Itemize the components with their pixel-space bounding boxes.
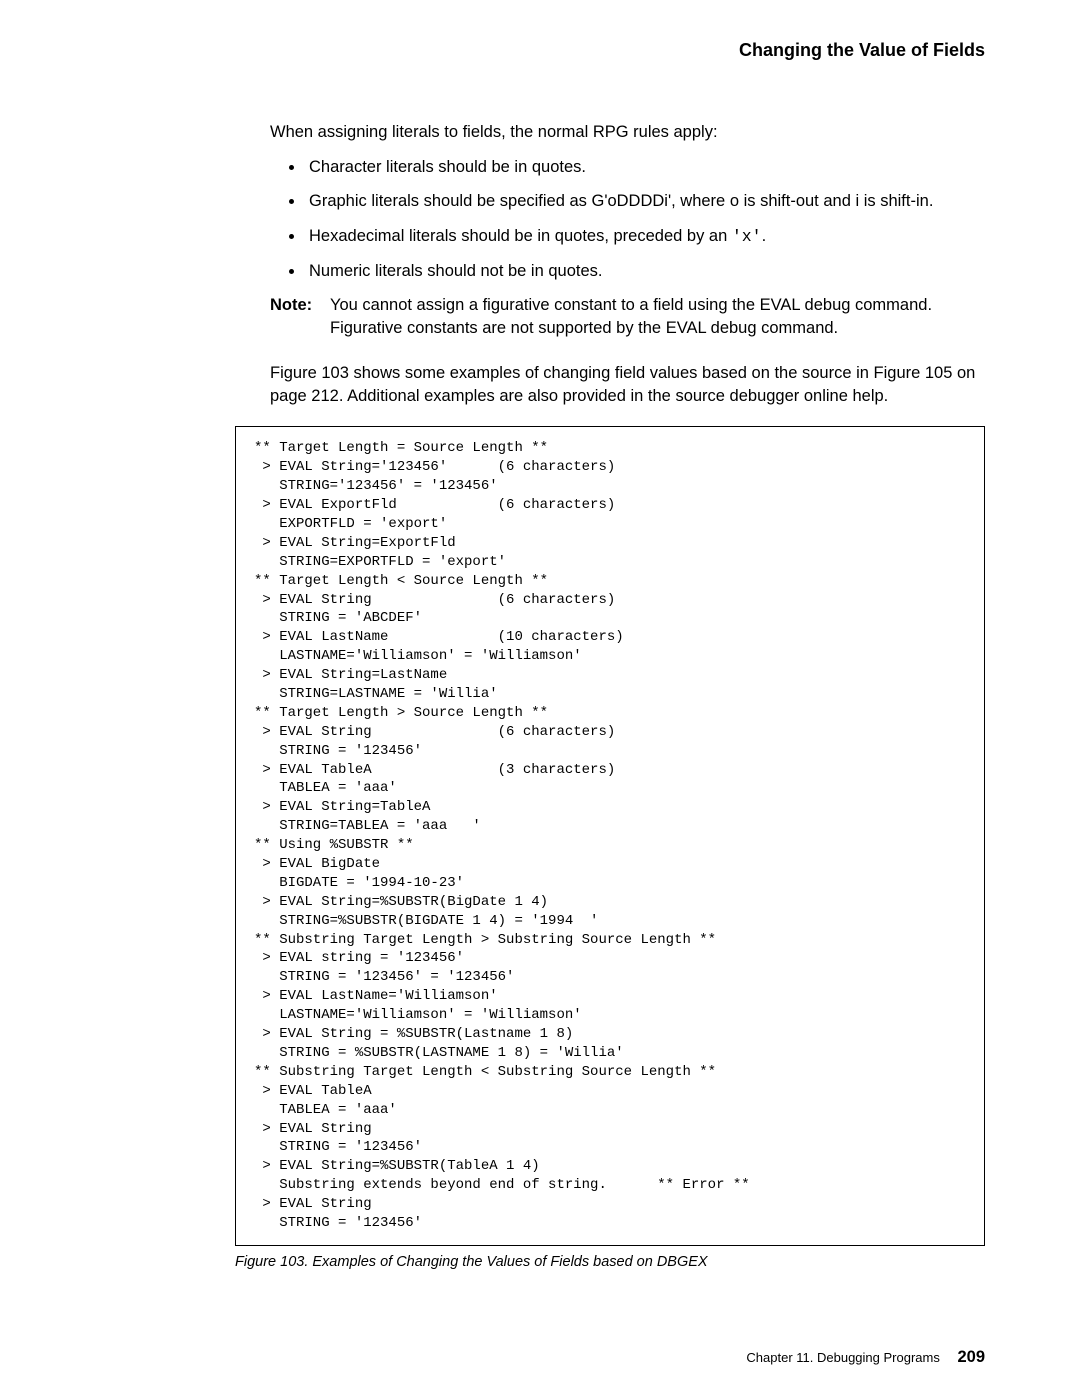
rule-item: Graphic literals should be specified as …	[305, 190, 985, 212]
note-block: Note: You cannot assign a figurative con…	[270, 294, 985, 340]
note-label: Note:	[270, 294, 330, 340]
rule-item: Hexadecimal literals should be in quotes…	[305, 225, 985, 248]
inline-code: 'x'	[732, 227, 762, 246]
body-paragraph: Figure 103 shows some examples of changi…	[270, 362, 985, 408]
running-header: Changing the Value of Fields	[95, 40, 985, 61]
figure-caption: Figure 103. Examples of Changing the Val…	[235, 1254, 985, 1270]
code-listing: ** Target Length = Source Length ** > EV…	[235, 426, 985, 1245]
rules-list: Character literals should be in quotes. …	[305, 156, 985, 282]
rule-text: Hexadecimal literals should be in quotes…	[309, 227, 732, 245]
rule-tail: .	[762, 227, 767, 245]
note-text: You cannot assign a figurative constant …	[330, 294, 985, 340]
page-footer: Chapter 11. Debugging Programs 209	[746, 1348, 985, 1367]
rule-item: Numeric literals should not be in quotes…	[305, 260, 985, 282]
rule-item: Character literals should be in quotes.	[305, 156, 985, 178]
intro-paragraph: When assigning literals to fields, the n…	[270, 123, 985, 142]
footer-chapter: Chapter 11. Debugging Programs	[746, 1350, 939, 1365]
footer-page-number: 209	[957, 1348, 985, 1366]
